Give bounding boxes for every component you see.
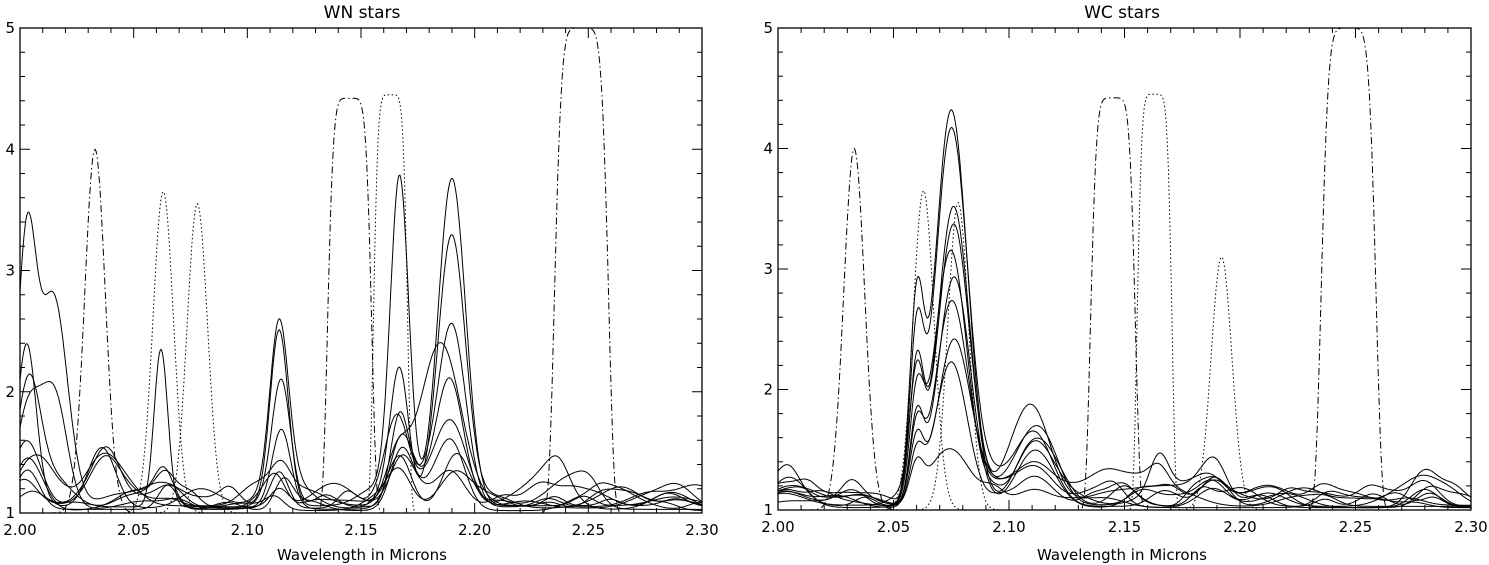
star-spectrum-5 <box>778 249 1471 507</box>
filter-curve-6 <box>20 28 702 513</box>
x-tick-label: 2.05 <box>117 521 150 539</box>
star-spectrum-2 <box>778 126 1471 507</box>
y-tick-label: 1 <box>5 504 15 522</box>
y-tick-label: 3 <box>5 262 15 280</box>
filter-curve-5 <box>778 93 1471 510</box>
plot-area: 2.00 2.05 2.10 2.15 2.20 2.25 2.30 1 2 3 4 5 <box>3 19 718 539</box>
star-spectrum-8 <box>778 338 1471 509</box>
y-tick-label: 1 <box>763 501 773 519</box>
x-tick-label: 2.25 <box>1339 518 1372 536</box>
plot-area: 2.00 2.05 2.10 2.15 2.20 2.25 2.30 1 2 3 4 5 <box>761 19 1487 536</box>
star-spectrum-7 <box>778 299 1471 507</box>
x-axis-label: Wavelength in Microns <box>1037 546 1207 564</box>
x-tick-label: 2.10 <box>992 518 1025 536</box>
y-tick-label: 5 <box>763 19 773 37</box>
star-spectrum-6 <box>20 438 702 512</box>
plot-frame <box>19 27 703 514</box>
y-tick-label: 2 <box>763 381 773 399</box>
star-spectrum-3 <box>778 205 1471 509</box>
wn-stars-chart: WN stars Wavelength in Microns 2.00 2.05 2… <box>3 3 718 564</box>
y-tick-label: 2 <box>5 383 15 401</box>
y-tick-label: 5 <box>5 19 15 37</box>
star-spectrum-8 <box>20 453 702 510</box>
filter-curve-4 <box>778 97 1471 510</box>
filter-curve-2 <box>20 190 702 513</box>
star-spectrum-2 <box>20 234 702 509</box>
star-spectrum-1 <box>778 109 1471 509</box>
chart-title: WN stars <box>324 3 401 23</box>
x-tick-label: 2.30 <box>685 521 718 539</box>
filter-curve-3 <box>778 201 1471 510</box>
x-tick-label: 2.20 <box>458 521 491 539</box>
x-tick-label: 2.00 <box>3 521 36 539</box>
x-tick-label: 2.25 <box>572 521 605 539</box>
filter-curve-1 <box>20 148 702 513</box>
star-spectrum-7 <box>20 342 702 507</box>
star-spectrum-10 <box>778 448 1471 509</box>
x-tick-label: 2.05 <box>877 518 910 536</box>
y-tick-label: 4 <box>763 140 773 158</box>
plot-frame <box>777 27 1472 511</box>
x-tick-label: 2.30 <box>1454 518 1487 536</box>
chart-title: WC stars <box>1084 3 1160 23</box>
filter-curve-2 <box>778 189 1471 510</box>
wc-stars-chart: WC stars Wavelength in Microns 2.00 2.05 2… <box>761 3 1487 564</box>
filter-curve-5 <box>20 94 702 513</box>
star-spectrum-9 <box>20 454 702 508</box>
x-tick-label: 2.00 <box>761 518 794 536</box>
y-tick-label: 3 <box>763 260 773 278</box>
star-spectrum-3 <box>20 322 702 508</box>
star-spectrum-1 <box>20 174 702 507</box>
x-tick-label: 2.10 <box>231 521 264 539</box>
star-spectrum-6 <box>778 276 1471 509</box>
star-spectrum-4 <box>20 377 702 510</box>
y-tick-label: 4 <box>5 140 15 158</box>
star-spectrum-4 <box>778 223 1471 506</box>
star-spectrum-10 <box>20 467 702 511</box>
x-axis-label: Wavelength in Microns <box>277 546 447 564</box>
filter-curve-4 <box>20 97 702 513</box>
filter-curve-1 <box>778 147 1471 510</box>
filter-curve-3 <box>20 202 702 513</box>
x-tick-label: 2.15 <box>1108 518 1141 536</box>
x-tick-label: 2.20 <box>1223 518 1256 536</box>
star-spectrum-9 <box>778 361 1471 507</box>
x-tick-label: 2.15 <box>344 521 377 539</box>
filter-curve-7 <box>778 28 1471 510</box>
